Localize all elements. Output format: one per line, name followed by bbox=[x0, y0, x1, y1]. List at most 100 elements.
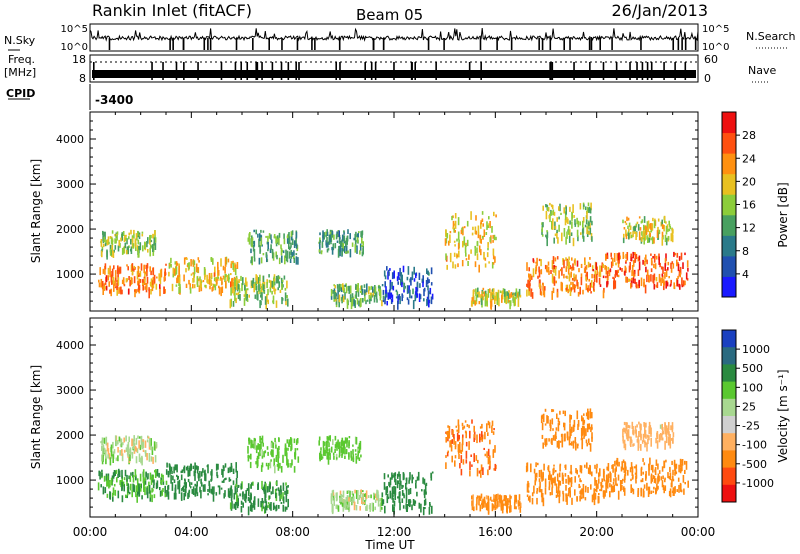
velocity-echo-cell bbox=[509, 506, 511, 513]
power-echo-cell bbox=[327, 241, 329, 248]
velocity-echo-cell bbox=[264, 505, 267, 513]
velocity-echo-cell bbox=[109, 457, 112, 466]
power-echo-cell bbox=[666, 282, 669, 287]
velocity-echo-cell bbox=[118, 468, 120, 475]
power-echo-cell bbox=[624, 220, 627, 224]
power-echo-cell bbox=[396, 291, 399, 296]
power-echo-cell bbox=[178, 274, 181, 282]
velocity-echo-cell bbox=[355, 453, 357, 456]
velocity-echo-cell bbox=[594, 464, 596, 469]
power-echo-cell bbox=[260, 287, 263, 293]
power-echo-cell bbox=[589, 208, 592, 214]
power-echo-cell bbox=[577, 235, 579, 242]
velocity-echo-cell bbox=[509, 495, 512, 500]
power-echo-cell bbox=[489, 221, 491, 229]
velocity-echo-cell bbox=[228, 477, 231, 482]
power-echo-cell bbox=[664, 258, 667, 266]
velocity-echo-cell bbox=[461, 437, 464, 446]
velocity-echo-cell bbox=[357, 490, 359, 497]
power-echo-cell bbox=[579, 286, 581, 295]
power-echo-cell bbox=[271, 290, 273, 295]
power-echo-cell bbox=[550, 211, 553, 216]
power-echo-cell bbox=[278, 257, 281, 265]
power-echo-cell bbox=[142, 281, 144, 291]
power-echo-cell bbox=[574, 285, 577, 289]
power-echo-cell bbox=[152, 249, 155, 256]
velocity-echo-cell bbox=[326, 448, 329, 452]
velocity-echo-cell bbox=[494, 445, 496, 453]
velocity-echo-cell bbox=[197, 466, 199, 470]
power-echo-cell bbox=[323, 232, 325, 240]
velocity-echo-cell bbox=[412, 499, 415, 506]
power-echo-cell bbox=[262, 275, 265, 282]
power-echo-cell bbox=[590, 280, 593, 288]
velocity-echo-cell bbox=[487, 495, 490, 502]
velocity-echo-cell bbox=[551, 477, 554, 483]
power-echo-cell bbox=[668, 224, 671, 227]
velocity-echo-cell bbox=[254, 438, 256, 442]
power-echo-cell bbox=[446, 233, 449, 239]
velocity-echo-cell bbox=[483, 496, 486, 504]
power-echo-cell bbox=[164, 289, 166, 294]
power-echo-cell bbox=[452, 220, 455, 230]
velocity-echo-cell bbox=[569, 423, 571, 432]
power-echo-cell bbox=[203, 267, 206, 276]
power-echo-cell bbox=[388, 289, 391, 296]
power-echo-cell bbox=[370, 292, 372, 299]
velocity-echo-cell bbox=[128, 475, 130, 480]
power-echo-cell bbox=[503, 288, 506, 297]
power-echo-cell bbox=[677, 262, 679, 265]
power-echo-cell bbox=[113, 265, 115, 270]
power-echo-cell bbox=[163, 276, 166, 282]
power-y-tick-label: 4000 bbox=[56, 133, 84, 146]
velocity-echo-cell bbox=[257, 498, 260, 507]
velocity-echo-cell bbox=[108, 453, 111, 460]
velocity-echo-cell bbox=[282, 482, 285, 489]
velocity-echo-cell bbox=[293, 438, 296, 444]
power-echo-cell bbox=[116, 231, 119, 235]
power-echo-cell bbox=[528, 287, 531, 296]
power-echo-cell bbox=[535, 269, 537, 275]
power-echo-cell bbox=[287, 298, 289, 307]
velocity-echo-cell bbox=[401, 490, 404, 496]
power-echo-cell bbox=[518, 288, 521, 297]
velocity-echo-cell bbox=[198, 477, 200, 482]
power-echo-cell bbox=[687, 267, 689, 272]
velocity-echo-cell bbox=[212, 492, 215, 502]
velocity-echo-cell bbox=[572, 424, 575, 432]
power-y-tick-label: 1000 bbox=[56, 268, 84, 281]
power-echo-cell bbox=[639, 227, 642, 231]
power-echo-cell bbox=[393, 270, 395, 279]
power-echo-cell bbox=[486, 252, 489, 258]
velocity-echo-cell bbox=[553, 467, 555, 474]
velocity-echo-cell bbox=[341, 447, 343, 452]
power-echo-cell bbox=[197, 257, 200, 261]
power-echo-cell bbox=[238, 279, 240, 283]
power-echo-cell bbox=[474, 226, 477, 235]
power-echo-cell bbox=[376, 298, 378, 303]
power-echo-cell bbox=[566, 275, 568, 279]
velocity-echo-cell bbox=[115, 457, 118, 461]
power-echo-cell bbox=[99, 267, 101, 276]
power-echo-cell bbox=[357, 233, 359, 237]
power-echo-cell bbox=[233, 288, 235, 296]
power-echo-cell bbox=[246, 281, 248, 287]
power-echo-cell bbox=[362, 298, 364, 302]
power-echo-cell bbox=[163, 286, 165, 294]
power-echo-cell bbox=[652, 256, 654, 259]
velocity-echo-cell bbox=[180, 474, 183, 481]
velocity-echo-cell bbox=[454, 455, 457, 459]
power-echo-cell bbox=[121, 289, 123, 295]
velocity-echo-cell bbox=[154, 470, 156, 473]
power-echo-cell bbox=[401, 294, 404, 298]
velocity-echo-cell bbox=[242, 492, 244, 496]
power-echo-cell bbox=[133, 229, 135, 234]
velocity-echo-cell bbox=[505, 495, 507, 500]
power-echo-cell bbox=[104, 286, 106, 290]
velocity-echo-cell bbox=[494, 463, 497, 471]
power-echo-cell bbox=[587, 261, 590, 268]
power-echo-cell bbox=[118, 268, 121, 273]
velocity-echo-cell bbox=[477, 459, 479, 464]
power-echo-cell bbox=[286, 238, 289, 244]
velocity-echo-cell bbox=[607, 473, 610, 482]
